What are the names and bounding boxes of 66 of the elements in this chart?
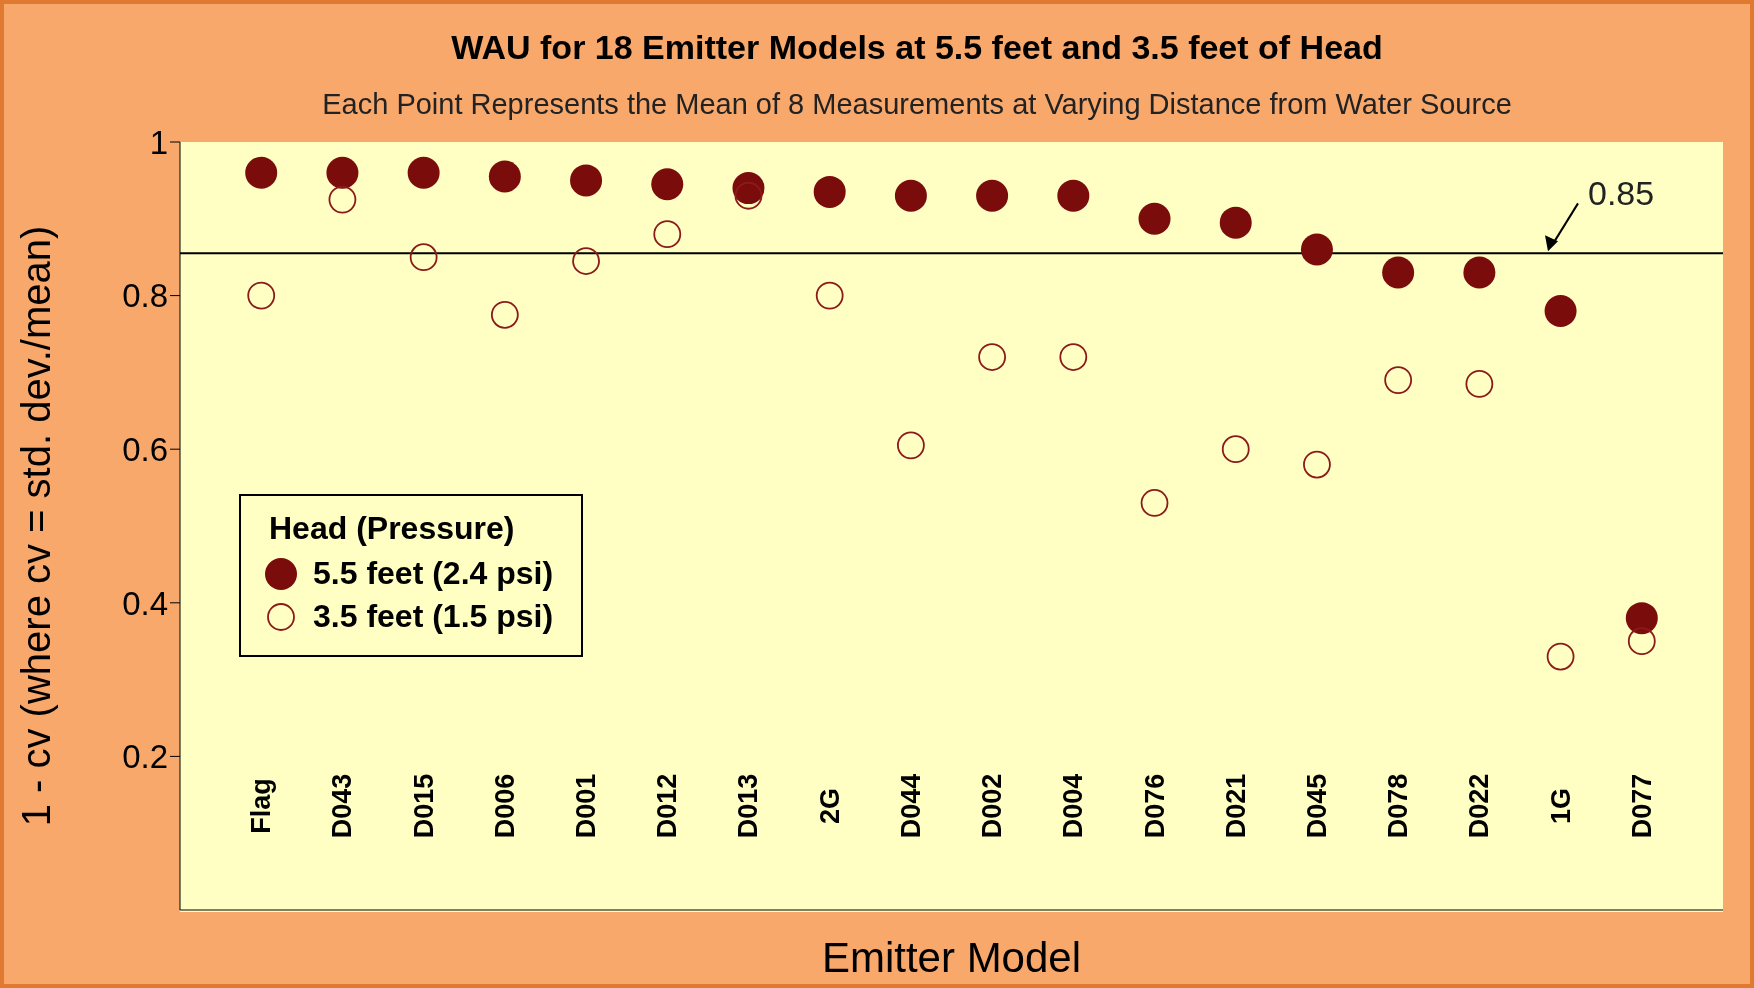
chart-subtitle: Each Point Represents the Mean of 8 Measurements at Varying Distance from Water Source [321,88,1513,121]
legend-label: 3.5 feet (1.5 psi) [313,598,554,635]
legend-label: 5.5 feet (2.4 psi) [313,555,554,592]
x-tick-label: D044 [895,773,926,839]
point [328,185,357,214]
point [978,343,1007,371]
y-tick-label: 0.4 [122,584,168,622]
point [653,220,682,249]
point [1465,370,1494,398]
x-tick-label: D002 [977,773,1008,839]
chart-title: WAU for 18 Emitter Models at 5.5 feet and 3.5 feet of Head [450,28,1384,67]
point [1138,202,1171,235]
point [813,175,846,208]
x-tick-label: Flag [246,778,277,834]
x-tick-label: D013 [733,773,764,839]
x-tick-label: D077 [1626,773,1657,839]
point [815,281,844,310]
point [1303,450,1331,479]
point [1463,256,1496,289]
x-tick-label: 1G [1545,787,1576,825]
y-tick-label: 0.8 [122,277,168,315]
point [245,156,278,189]
point [488,160,521,193]
x-axis-title: Emitter Model [821,934,1082,981]
y-tick-label: 0.6 [122,430,168,468]
point [651,168,684,201]
x-tick-label: D012 [652,773,683,839]
x-tick-label: D006 [489,773,520,839]
x-tick-label: D043 [327,773,358,839]
x-tick-label: D076 [1139,773,1170,839]
point [409,243,438,272]
point [247,281,276,310]
legend-title: Head (Pressure) [269,510,516,547]
point [734,181,763,210]
point [1219,206,1252,239]
x-tick-label: D022 [1464,773,1495,839]
point [1057,179,1090,212]
y-axis-title: 1 - cv (where cv = std. dev./mean) [14,225,59,827]
ref-line-label: 0.85 [1588,174,1655,213]
y-tick-label: 0.2 [122,738,168,776]
x-tick-label: 2G [814,787,845,825]
point [897,431,925,460]
point [572,247,600,275]
x-tick-label: D004 [1058,773,1089,839]
point [490,300,519,329]
x-tick-label: D021 [1220,773,1251,839]
point [894,179,927,212]
point [1625,602,1658,635]
point [1059,343,1088,371]
point [570,164,603,197]
point [1382,256,1415,289]
point [1546,642,1575,671]
x-tick-label: D015 [408,773,439,839]
point [1140,489,1169,517]
point [976,179,1009,212]
x-tick-label: D001 [571,773,602,839]
point [1627,627,1656,656]
point [1300,233,1333,266]
x-tick-label: D078 [1383,773,1414,839]
point [1221,435,1250,464]
x-tick-label: D045 [1301,773,1332,839]
point [1544,294,1577,327]
y-tick-label: 1 [149,123,168,161]
point [326,156,359,189]
point [407,156,440,189]
point [1384,366,1413,394]
